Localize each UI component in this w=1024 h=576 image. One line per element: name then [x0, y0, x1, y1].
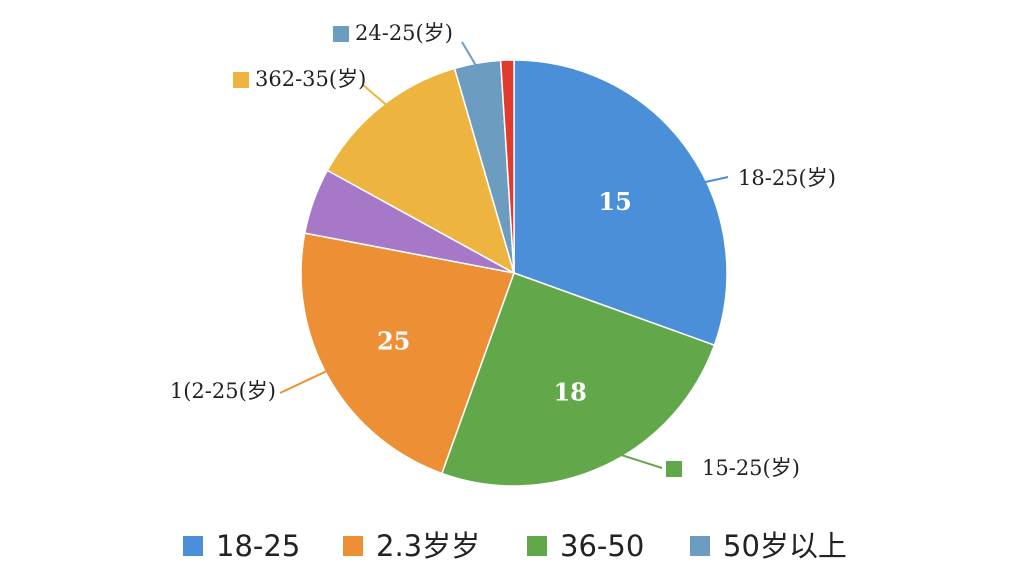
pie-slice-2[interactable]	[440, 272, 716, 487]
callout-label-2: 15-25(岁)	[702, 456, 800, 480]
legend-item-3[interactable]: 36-50	[527, 529, 644, 563]
legend-item-4[interactable]: 50岁以上	[690, 529, 847, 563]
slice-value-label-2: 18	[553, 378, 586, 407]
pie-slice-5[interactable]	[326, 67, 516, 275]
slice-value-label-3: 25	[377, 327, 410, 356]
callout-leader-3	[279, 369, 330, 394]
legend-item-2[interactable]: 2.3岁岁	[343, 529, 480, 563]
callout-marker-5	[233, 72, 249, 88]
legend-item-1[interactable]: 18-25	[183, 529, 300, 563]
callout-label-1: 18-25(岁)	[738, 166, 836, 190]
legend-swatch-4	[690, 536, 710, 556]
callout-marker-2	[666, 461, 682, 477]
callout-labels: 18-25(岁) 15-25(岁) 1(2-25(岁) 362-35(岁) 24-25(…	[170, 21, 836, 480]
callout-leader-1	[682, 176, 729, 188]
pie-slice-7[interactable]	[499, 59, 515, 274]
legend-swatch-2	[343, 536, 363, 556]
callout-label-5: 362-35(岁)	[255, 67, 366, 91]
value-labels: 15 18 25	[377, 187, 632, 407]
callout-leader-6	[461, 41, 479, 70]
legend-swatch-1	[183, 536, 203, 556]
pie-slice-3[interactable]	[300, 232, 516, 475]
pie-slices	[300, 59, 728, 487]
legend: 18-25 2.3岁岁 36-50 50岁以上	[183, 529, 847, 563]
legend-label-2: 2.3岁岁	[376, 529, 480, 563]
callout-label-3: 1(2-25(岁)	[170, 379, 276, 403]
legend-label-3: 36-50	[560, 529, 644, 563]
callout-marker-6	[333, 26, 349, 42]
slice-value-label-1: 15	[598, 187, 631, 216]
callout-leaders	[279, 41, 729, 469]
callout-leader-2	[614, 452, 663, 469]
legend-swatch-3	[527, 536, 547, 556]
legend-label-1: 18-25	[216, 529, 300, 563]
callout-leader-5	[362, 84, 391, 109]
callout-label-6: 24-25(岁)	[355, 21, 453, 45]
legend-label-4: 50岁以上	[723, 529, 847, 563]
pie-slice-1[interactable]	[513, 59, 728, 347]
